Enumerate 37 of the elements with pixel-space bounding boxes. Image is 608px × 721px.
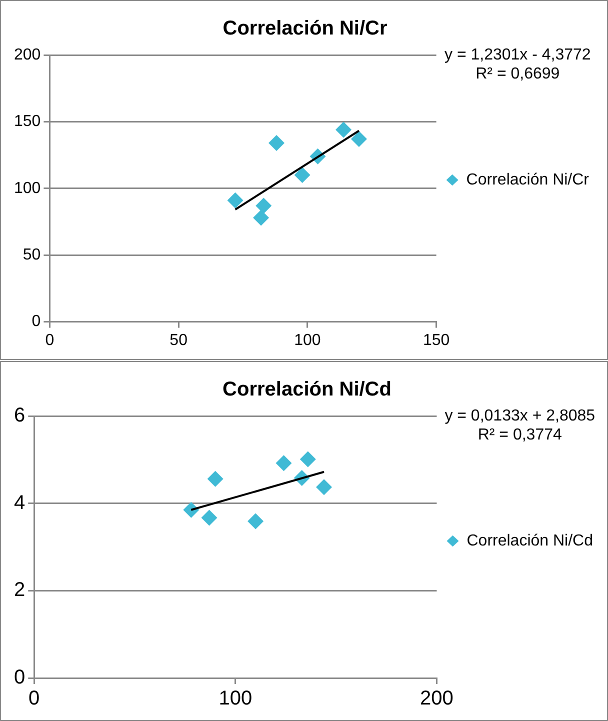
text: y = 0,0133x + 2,8085 — [444, 407, 596, 424]
point — [248, 513, 264, 530]
y-tick-label: 150 — [14, 113, 41, 130]
point — [268, 135, 285, 152]
point — [350, 131, 367, 148]
y-tick-label: 4 — [14, 492, 26, 514]
x-tick-label: 0 — [45, 332, 54, 349]
point — [300, 451, 316, 468]
point — [201, 510, 218, 526]
point — [256, 198, 272, 214]
x-tick-label: 150 — [422, 332, 450, 349]
point — [183, 502, 200, 518]
y-tick-label: 200 — [14, 46, 41, 64]
y-tick-label: 6 — [14, 404, 26, 427]
y-tick-label: 2 — [14, 579, 26, 602]
x-tick-label: 50 — [170, 332, 188, 349]
point — [276, 455, 292, 472]
y-tick-label: 0 — [32, 313, 41, 330]
point — [253, 210, 270, 226]
text: R² = 0,6699 — [476, 65, 560, 82]
text: y = 1,2301x - 4,3772 — [444, 46, 591, 64]
point — [336, 122, 352, 138]
x-tick-label: 100 — [294, 332, 321, 349]
text: R² = 0,3774 — [478, 426, 562, 444]
x-tick-label: 200 — [420, 688, 454, 710]
y-tick-label: 50 — [22, 246, 41, 264]
point — [294, 167, 310, 184]
point — [207, 470, 224, 487]
chart-title: Correlación Ni/Cr — [222, 18, 388, 40]
chart-title: Correlación Ni/Cd — [222, 378, 392, 401]
legend-label: Correlación Ni/Cd — [466, 532, 593, 550]
y-tick-label: 100 — [14, 180, 41, 197]
legend-label: Correlación Ni/Cr — [466, 171, 590, 188]
y-tick-label: 0 — [14, 666, 26, 689]
point — [316, 479, 332, 496]
point — [227, 192, 244, 208]
x-tick-label: 100 — [218, 688, 252, 710]
